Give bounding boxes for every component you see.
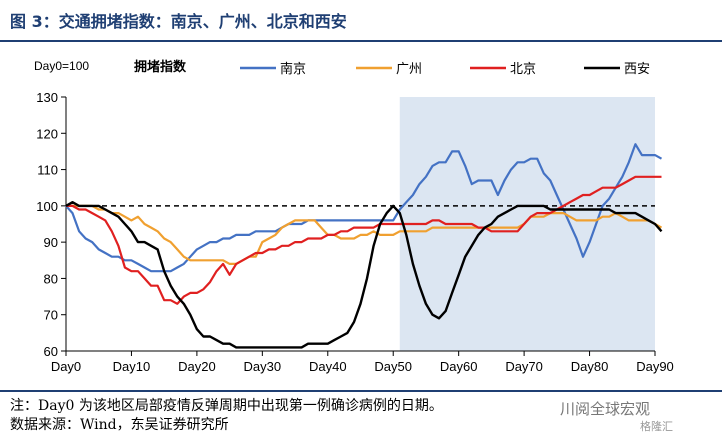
legend-label: 广州 — [396, 61, 422, 76]
legend: 南京 广州 北京 西安 — [240, 61, 650, 76]
figure-title: 图 3：交通拥堵指数：南京、广州、北京和西安 — [10, 12, 347, 31]
axes-layer: 60 70 80 90 100 110 120 130 Day0 Day10 Day20 Day30 D… — [36, 90, 673, 374]
x-tick-label: Day60 — [440, 359, 478, 374]
watermark-text: 川阅全球宏观 — [560, 400, 651, 418]
x-tick-label: Day80 — [571, 359, 609, 374]
y-tick-label: 110 — [37, 163, 58, 178]
x-tick-label: Day30 — [244, 359, 282, 374]
shaded-region — [399, 97, 655, 351]
notes: 注：Day0 为该地区局部疫情反弹周期中出现第一例确诊病例的日期。 数据来源：W… — [10, 397, 570, 435]
x-tick-label: Day10 — [113, 359, 151, 374]
y-tick-label: 70 — [44, 308, 58, 323]
shaded-region-layer — [399, 97, 655, 351]
series-line-3 — [66, 175, 662, 305]
y-tick-label: 100 — [36, 199, 58, 214]
watermark-sub: 格隆汇 — [640, 420, 673, 433]
title-rule — [0, 40, 722, 42]
x-tick-label: Day50 — [374, 359, 412, 374]
chart: 60 70 80 90 100 110 120 130 Day0 Day10 Day20 Day30 D… — [34, 59, 674, 374]
y-tick-label: 120 — [36, 126, 58, 141]
y-tick-label: 90 — [44, 235, 58, 250]
notes-rule — [0, 390, 722, 392]
y-tick-label: 130 — [36, 90, 58, 105]
x-tick-label: Day20 — [178, 359, 216, 374]
baseline-label: Day0=100 — [34, 59, 89, 73]
x-tick-label: Day0 — [51, 359, 81, 374]
x-tick-label: Day40 — [309, 359, 347, 374]
x-tick-label: Day90 — [636, 359, 674, 374]
source-text: 数据来源：Wind，东吴证券研究所 — [10, 417, 229, 433]
legend-label: 北京 — [510, 61, 536, 76]
y-tick-label: 60 — [44, 344, 58, 359]
chart-title: 拥堵指数 — [134, 59, 187, 74]
x-tick-label: Day70 — [505, 359, 543, 374]
note-text: 注：Day0 为该地区局部疫情反弹周期中出现第一例确诊病例的日期。 — [10, 398, 443, 414]
series-line-4 — [65, 200, 663, 349]
series-layer — [65, 143, 663, 349]
legend-label: 西安 — [624, 61, 650, 76]
series-line-2 — [66, 204, 663, 265]
legend-label: 南京 — [280, 61, 306, 76]
y-tick-label: 80 — [44, 271, 58, 286]
